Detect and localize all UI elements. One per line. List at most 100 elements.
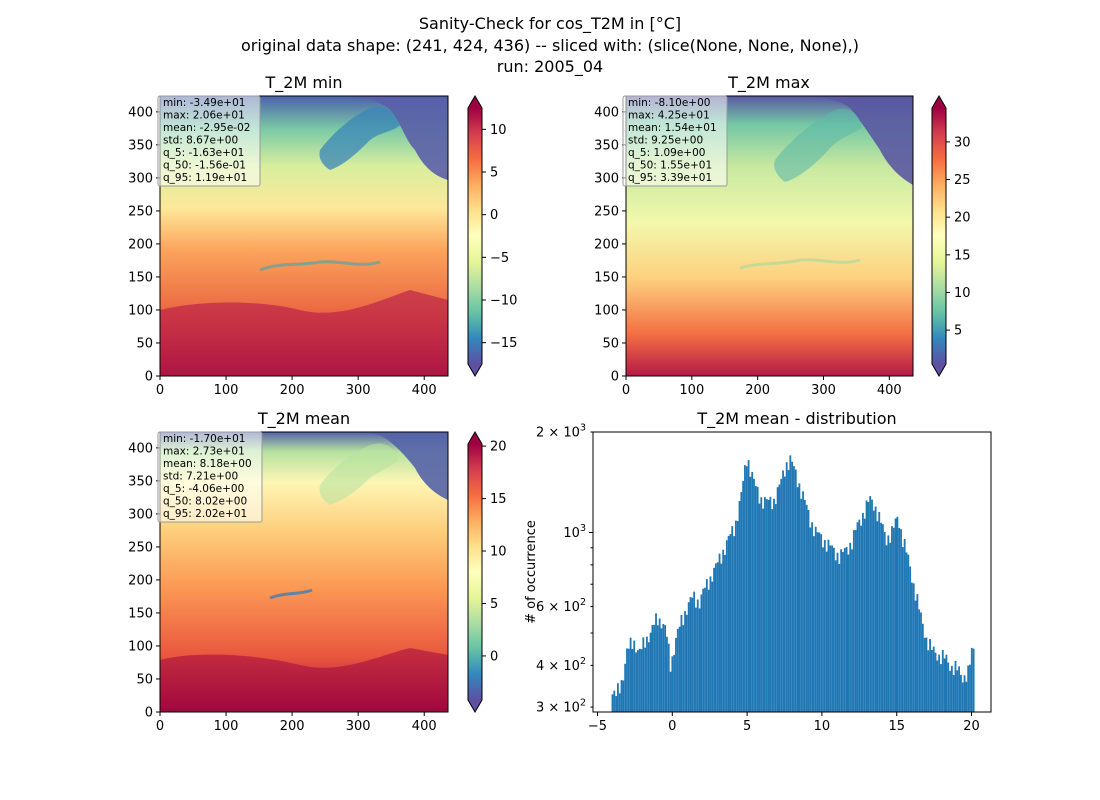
panel-title: T_2M max	[727, 73, 810, 93]
panel-t2m-mean-distribution: T_2M mean - distribution −5 0 5 10 15 20 3 × …	[524, 409, 992, 734]
x-tick-label: 15	[888, 719, 905, 734]
histogram-bar	[647, 642, 650, 712]
histogram-bar	[852, 530, 855, 712]
histogram-bar	[711, 581, 714, 712]
histogram-bar	[693, 591, 696, 712]
histogram-bar	[934, 652, 937, 712]
y-tick-labels: 0 50 100 150 200 250 300 350 400	[128, 441, 160, 721]
stat-line: max: 4.25e+01	[628, 110, 710, 122]
histogram-bar	[722, 549, 725, 712]
histogram-bar	[696, 599, 699, 712]
stat-line: std: 7.21e+00	[163, 471, 238, 483]
histogram-bar	[929, 639, 931, 712]
x-tick-label: 200	[280, 383, 305, 398]
x-tick-label: 0	[668, 719, 676, 734]
histogram-bar	[624, 663, 627, 712]
histogram-bar	[742, 481, 745, 712]
x-tick-label: −5	[588, 719, 607, 734]
x-tick-label: 400	[877, 383, 902, 398]
y-tick-label: 100	[128, 303, 153, 318]
histogram-bar	[754, 486, 757, 712]
x-tick-label: 0	[156, 383, 164, 398]
histogram-bar	[896, 516, 899, 712]
histogram-bar	[758, 503, 761, 712]
histogram-bar	[713, 567, 716, 712]
histogram-bar	[961, 682, 964, 712]
histogram-bar	[892, 527, 895, 712]
histogram-bar	[718, 553, 721, 712]
histogram-bar	[680, 615, 683, 712]
histogram-bar	[751, 471, 754, 712]
histogram-bar	[914, 600, 917, 712]
histogram-bar	[720, 563, 723, 712]
histogram-bar	[950, 665, 953, 712]
stat-line: min: -8.10e+00	[628, 97, 710, 109]
x-tick-label: 100	[679, 383, 704, 398]
histogram-bar	[816, 532, 819, 712]
histogram-bar	[685, 614, 688, 712]
histogram-bar	[649, 632, 652, 712]
colorbar-tick-label: 10	[954, 286, 971, 301]
histogram-bar	[695, 607, 697, 712]
y-tick-label: 200	[594, 237, 619, 252]
histogram-bar	[767, 499, 770, 712]
y-tick-labels: 0 50 100 150 200 250 300 350 400	[128, 105, 160, 385]
y-tick-label: 400	[594, 105, 619, 120]
x-tick-labels: −5 0 5 10 15 20	[588, 712, 980, 734]
panel-title: T_2M mean - distribution	[696, 409, 896, 429]
histogram-bar	[887, 535, 890, 712]
y-tick-label: 300	[128, 507, 153, 522]
histogram-bar	[738, 501, 741, 712]
histogram-bar	[954, 660, 957, 712]
histogram-bar	[825, 551, 828, 712]
histogram-bar	[762, 508, 765, 712]
y-tick-exponent: 3	[580, 423, 586, 434]
y-tick-label: 3 × 102	[536, 698, 586, 716]
histogram-bar	[947, 662, 950, 712]
histogram-bar	[905, 552, 908, 712]
histogram-bar	[773, 498, 775, 712]
histogram-bar	[865, 500, 868, 712]
histogram-bar	[678, 626, 681, 712]
histogram-bar	[702, 588, 705, 712]
histogram-bar	[636, 650, 639, 712]
histogram-bar	[782, 470, 784, 712]
histogram-bar	[733, 536, 735, 712]
histogram-bar	[869, 496, 872, 712]
histogram-bar	[727, 535, 730, 712]
y-tick-base: 10	[563, 526, 580, 541]
histogram-bar	[952, 674, 955, 712]
figure-title-line-3: run: 2005_04	[497, 57, 603, 77]
stat-line: max: 2.06e+01	[163, 110, 245, 122]
histogram-bar	[622, 680, 625, 712]
y-tick-label: 50	[136, 672, 153, 687]
histogram-bar	[800, 498, 803, 712]
colorbar-tick-labels: 5 10 15 20 25 30	[946, 135, 971, 339]
histogram-bar	[823, 540, 826, 712]
histogram-bar	[832, 547, 835, 712]
histogram-bar	[838, 563, 841, 712]
histogram-bar	[760, 497, 763, 712]
colorbar-tick-label: 25	[954, 173, 971, 188]
histogram-bar	[889, 542, 892, 712]
histogram-bar	[705, 579, 708, 712]
histogram-bar	[831, 545, 833, 712]
histogram-bar	[646, 636, 648, 712]
colorbar-tick-label: 5	[490, 597, 498, 612]
histogram-bar	[745, 466, 748, 712]
histogram-bar	[809, 527, 812, 712]
colorbar-tick-label: 20	[490, 440, 507, 455]
histogram-bar	[796, 487, 799, 712]
y-tick-label: 50	[602, 336, 619, 351]
histogram-bar	[970, 647, 973, 712]
stat-line: q_50: 8.02e+00	[163, 496, 247, 508]
histogram-bar	[956, 670, 959, 712]
stat-line: max: 2.73e+01	[163, 446, 245, 458]
y-tick-label: 100	[594, 303, 619, 318]
histogram-bar	[862, 513, 864, 712]
histogram-bar	[969, 664, 971, 712]
histogram-bar	[638, 648, 641, 712]
histogram-bar	[911, 582, 913, 712]
